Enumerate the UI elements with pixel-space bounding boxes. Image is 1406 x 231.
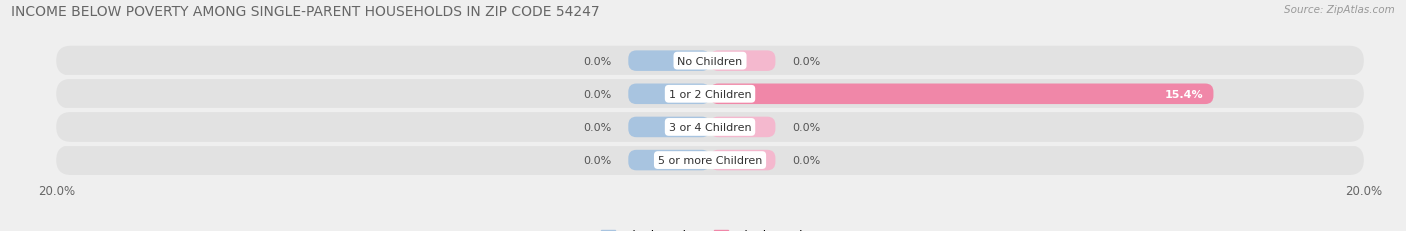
FancyBboxPatch shape [56, 146, 1364, 175]
Text: 0.0%: 0.0% [792, 122, 820, 132]
Text: 0.0%: 0.0% [792, 56, 820, 66]
FancyBboxPatch shape [628, 117, 710, 138]
Text: 0.0%: 0.0% [583, 89, 612, 99]
Text: INCOME BELOW POVERTY AMONG SINGLE-PARENT HOUSEHOLDS IN ZIP CODE 54247: INCOME BELOW POVERTY AMONG SINGLE-PARENT… [11, 5, 600, 18]
FancyBboxPatch shape [628, 84, 710, 105]
FancyBboxPatch shape [628, 150, 710, 171]
FancyBboxPatch shape [710, 117, 776, 138]
Text: 1 or 2 Children: 1 or 2 Children [669, 89, 751, 99]
Text: 0.0%: 0.0% [792, 155, 820, 165]
Legend: Single Father, Single Mother: Single Father, Single Mother [596, 224, 824, 231]
FancyBboxPatch shape [56, 112, 1364, 142]
Text: 0.0%: 0.0% [583, 155, 612, 165]
Text: 15.4%: 15.4% [1166, 89, 1204, 99]
FancyBboxPatch shape [710, 84, 1213, 105]
Text: 5 or more Children: 5 or more Children [658, 155, 762, 165]
Text: Source: ZipAtlas.com: Source: ZipAtlas.com [1284, 5, 1395, 15]
FancyBboxPatch shape [628, 51, 710, 72]
FancyBboxPatch shape [56, 46, 1364, 76]
FancyBboxPatch shape [710, 51, 776, 72]
Text: 3 or 4 Children: 3 or 4 Children [669, 122, 751, 132]
FancyBboxPatch shape [710, 150, 776, 171]
Text: 0.0%: 0.0% [583, 56, 612, 66]
Text: No Children: No Children [678, 56, 742, 66]
FancyBboxPatch shape [56, 79, 1364, 109]
Text: 0.0%: 0.0% [583, 122, 612, 132]
